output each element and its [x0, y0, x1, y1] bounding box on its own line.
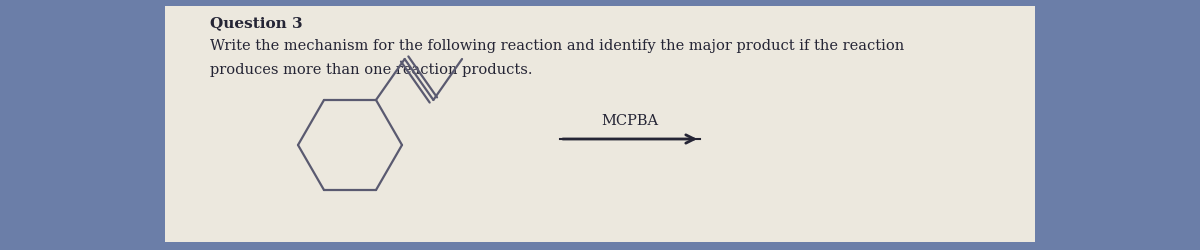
Text: produces more than one reaction products.: produces more than one reaction products… — [210, 63, 533, 77]
Text: MCPBA: MCPBA — [601, 114, 659, 128]
Text: Write the mechanism for the following reaction and identify the major product if: Write the mechanism for the following re… — [210, 39, 905, 53]
FancyBboxPatch shape — [166, 7, 1034, 242]
Text: Question 3: Question 3 — [210, 16, 302, 30]
